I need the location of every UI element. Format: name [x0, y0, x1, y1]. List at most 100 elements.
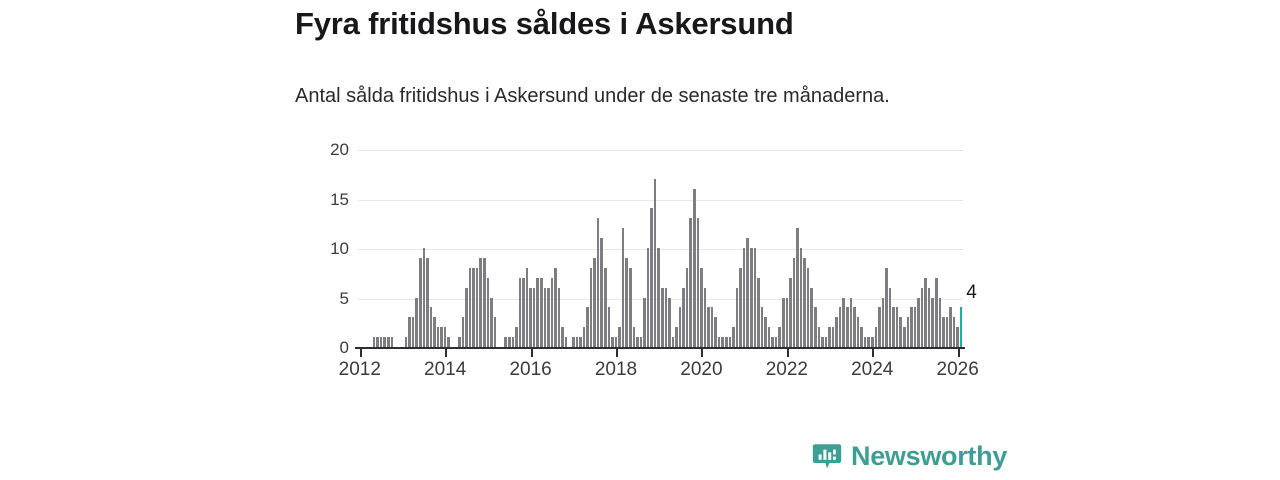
bar	[550, 277, 554, 347]
newsworthy-wordmark: Newsworthy	[851, 441, 1008, 471]
bar	[920, 287, 924, 347]
bar	[486, 277, 490, 347]
bar	[749, 248, 753, 347]
bar	[529, 287, 532, 347]
bar	[383, 337, 386, 347]
bar	[949, 307, 952, 347]
bar	[675, 327, 678, 347]
bar	[856, 317, 860, 347]
gridline	[358, 199, 963, 201]
y-axis-tick-label: 10	[330, 239, 349, 258]
bar	[945, 317, 949, 347]
bar	[518, 277, 522, 347]
bar	[586, 307, 589, 347]
bar	[589, 267, 593, 347]
x-axis-tick	[445, 348, 448, 357]
bar	[575, 337, 579, 347]
bar	[664, 287, 668, 347]
bar	[426, 257, 429, 347]
bar	[693, 188, 696, 347]
bar	[582, 327, 586, 347]
bar	[917, 297, 920, 347]
bar	[739, 267, 742, 347]
bar	[408, 317, 411, 347]
bar	[632, 327, 636, 347]
bar	[411, 317, 415, 347]
bar	[372, 337, 376, 347]
bar	[614, 337, 618, 347]
bar	[685, 267, 689, 347]
page-title: Fyra fritidshus såldes i Askersund	[295, 6, 794, 41]
bar	[543, 287, 547, 347]
bar	[689, 218, 693, 347]
bar	[935, 277, 938, 347]
bar	[938, 297, 942, 347]
x-axis-tick	[616, 348, 618, 357]
bar	[849, 297, 853, 347]
bar	[853, 307, 856, 347]
bar	[472, 267, 475, 347]
x-axis-tick-label: 2022	[765, 359, 808, 380]
bar	[525, 267, 529, 347]
bar	[522, 277, 525, 347]
bar	[671, 337, 675, 347]
bar	[579, 337, 582, 347]
bar	[902, 327, 906, 347]
bar	[735, 287, 739, 347]
bar	[418, 257, 422, 347]
bar	[386, 337, 390, 347]
bar	[547, 287, 550, 347]
bar	[447, 337, 451, 347]
bar	[593, 257, 596, 347]
bar	[436, 327, 440, 347]
bar	[785, 297, 789, 347]
bar	[767, 327, 771, 347]
bar	[650, 208, 653, 347]
bar	[956, 327, 959, 347]
gridline	[358, 249, 963, 250]
bar	[725, 337, 728, 347]
plot-area	[358, 150, 963, 348]
bar	[821, 337, 824, 347]
bar-chart: 0 5 10 15 20 2012 2014 2016 2018 2020 2022 2024 202…	[313, 140, 979, 390]
bar	[468, 267, 472, 347]
bar	[554, 267, 557, 347]
bar	[415, 297, 418, 347]
bar	[792, 257, 796, 347]
bar	[707, 307, 710, 347]
bar	[696, 218, 700, 347]
bar	[863, 337, 867, 347]
bar	[507, 337, 511, 347]
x-axis-line	[355, 347, 965, 349]
y-axis-tick-label: 20	[330, 140, 349, 159]
bar	[440, 327, 443, 347]
bar	[515, 327, 518, 347]
bar	[390, 337, 394, 347]
bar	[881, 297, 885, 347]
gridline	[358, 150, 963, 151]
bar	[660, 287, 664, 347]
y-axis-labels: 0 5 10 15 20	[313, 140, 349, 357]
bar	[817, 327, 821, 347]
bar	[443, 327, 447, 347]
bar	[892, 307, 895, 347]
bar	[927, 287, 931, 347]
bar	[490, 297, 493, 347]
bar-series	[358, 150, 963, 347]
x-axis-tick-label: 2024	[851, 359, 894, 380]
bar	[899, 317, 902, 347]
bar	[924, 277, 927, 347]
bar	[885, 267, 888, 347]
bar	[682, 287, 685, 347]
bar	[572, 337, 575, 347]
bar	[657, 248, 660, 347]
bar	[639, 337, 643, 347]
x-axis-tick	[530, 348, 533, 357]
bar	[760, 307, 764, 347]
bar	[870, 337, 874, 347]
bar	[942, 317, 945, 347]
bar	[611, 337, 614, 347]
bar	[828, 327, 831, 347]
bar	[653, 178, 657, 347]
y-axis-tick-label: 15	[330, 189, 349, 209]
